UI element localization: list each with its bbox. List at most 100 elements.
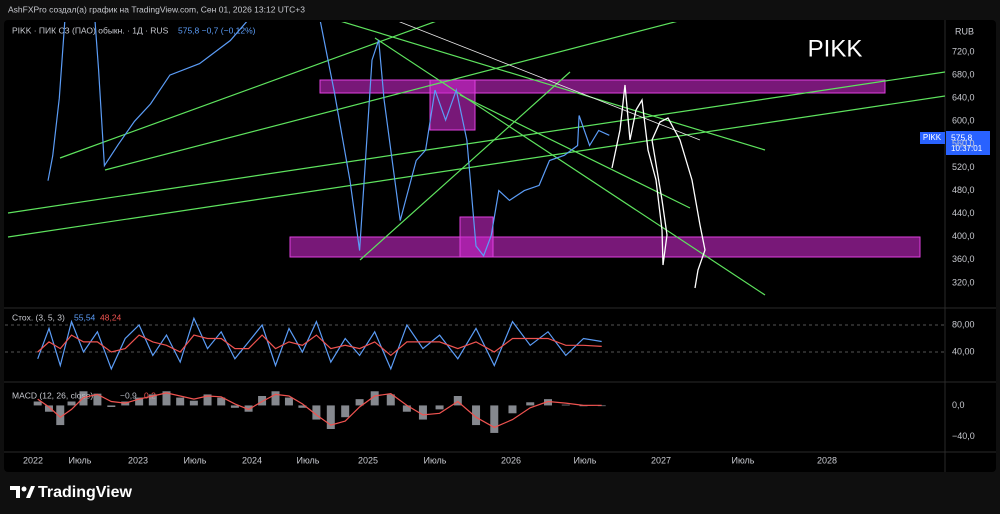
histogram-bar [326, 405, 335, 429]
y-tick-label: 600,0 [952, 116, 975, 126]
trend-line [7, 71, 945, 214]
histogram-bar [597, 405, 606, 407]
x-tick-label: Июль [732, 455, 755, 465]
x-tick-label: Июль [574, 455, 597, 465]
trend-line [459, 94, 691, 209]
y-tick-label: 320,0 [952, 277, 975, 287]
price-tag-price: 575,8 [951, 132, 973, 142]
series-line [37, 334, 602, 357]
stoch-legend: Стох. (3, 5, 3) [12, 312, 65, 322]
histogram-bar [162, 391, 171, 406]
stoch-d-value: 48,24 [100, 312, 122, 322]
logo-mark [10, 486, 20, 498]
series-line [47, 22, 610, 258]
y-tick-label: 80,00 [952, 319, 975, 329]
x-tick-label: Июль [69, 455, 92, 465]
brand-logo [10, 486, 35, 498]
symbol-legend: PIKK · ПИК СЗ (ПАО) обыкн. · 1Д · RUS [12, 25, 169, 35]
histogram-bar [490, 405, 499, 433]
zone [289, 236, 921, 258]
trend-line [7, 95, 945, 238]
y-tick-label: 560,0 [952, 139, 975, 149]
symbol-tag-text: PIKK [923, 133, 942, 142]
x-tick-label: 2022 [23, 455, 43, 465]
y-tick-label: 440,0 [952, 208, 975, 218]
zone [319, 79, 886, 94]
trend-line [341, 22, 766, 151]
trend-line [359, 71, 571, 261]
drawings [7, 22, 945, 296]
histogram-bar [508, 405, 517, 414]
series-line [37, 316, 602, 371]
y-tick-label: 680,0 [952, 69, 975, 79]
y-tick-label: 480,0 [952, 185, 975, 195]
series-line [37, 392, 602, 429]
x-tick-label: Июль [424, 455, 447, 465]
trend-line [398, 22, 701, 141]
histogram-bar [244, 405, 253, 412]
y-tick-label: 640,0 [952, 93, 975, 103]
histogram-bar [203, 394, 212, 406]
price-tag-countdown: 10:37:01 [951, 144, 983, 153]
histogram-bar [370, 391, 379, 406]
histogram-bar [189, 400, 198, 406]
currency-label: RUB [955, 26, 974, 36]
x-tick-label: 2026 [501, 455, 521, 465]
histogram-bar [284, 397, 293, 406]
chart-title: PIKK [808, 35, 863, 62]
histogram-bar [402, 405, 411, 412]
histogram-bar [271, 391, 280, 406]
zone [459, 216, 494, 258]
histogram-bar [33, 401, 42, 406]
brand-name: TradingView [38, 484, 133, 501]
symbol-tag [920, 132, 945, 144]
histogram-bar [230, 405, 239, 408]
histogram-bar [298, 405, 307, 408]
header-text: AshFXPro создал(а) график на TradingView… [8, 4, 305, 14]
histogram-bar [453, 396, 462, 406]
histogram-bar [107, 405, 116, 407]
histogram-bar [472, 405, 481, 426]
macd-legend: MACD (12, 26, close) [12, 390, 93, 400]
pane-layer [33, 391, 606, 433]
quote-legend: 575,8 −0,7 (−0,12%) [178, 25, 256, 35]
pane-layer [47, 22, 610, 258]
y-tick-label: 520,0 [952, 162, 975, 172]
histogram-bar [435, 405, 444, 410]
y-tick-label: 360,0 [952, 254, 975, 264]
trend-line [104, 22, 677, 171]
logo-mark [21, 486, 27, 492]
histogram-bar [418, 405, 427, 420]
histogram-bar [561, 404, 570, 406]
stoch-k-value: 55,54 [74, 312, 96, 322]
y-tick-label: 400,0 [952, 231, 975, 241]
histogram-bar [341, 405, 350, 418]
histogram-bar [526, 402, 535, 406]
histogram-bar [544, 399, 552, 406]
histogram-bar [258, 396, 267, 406]
macd-value: −0,9 [120, 390, 137, 400]
histogram-bar [67, 401, 76, 406]
x-tick-label: 2025 [358, 455, 378, 465]
histogram-bar [148, 394, 157, 406]
x-tick-label: Июль [297, 455, 320, 465]
x-tick-label: 2027 [651, 455, 671, 465]
y-tick-label: −40,0 [952, 431, 975, 441]
y-tick-label: 0,0 [952, 400, 965, 410]
histogram-bar [135, 397, 144, 406]
pane-layer [37, 316, 602, 371]
x-tick-label: 2024 [242, 455, 262, 465]
histogram-bar [93, 393, 102, 406]
x-tick-label: 2023 [128, 455, 148, 465]
x-tick-label: 2028 [817, 455, 837, 465]
x-tick-label: Июль [184, 455, 207, 465]
histogram-bar [312, 405, 321, 420]
zone [429, 79, 476, 131]
histogram-bar [56, 405, 65, 426]
histogram-bar [355, 399, 364, 406]
y-tick-label: 720,0 [952, 46, 975, 56]
histogram-bar [386, 394, 395, 406]
histogram-bar [44, 405, 53, 412]
